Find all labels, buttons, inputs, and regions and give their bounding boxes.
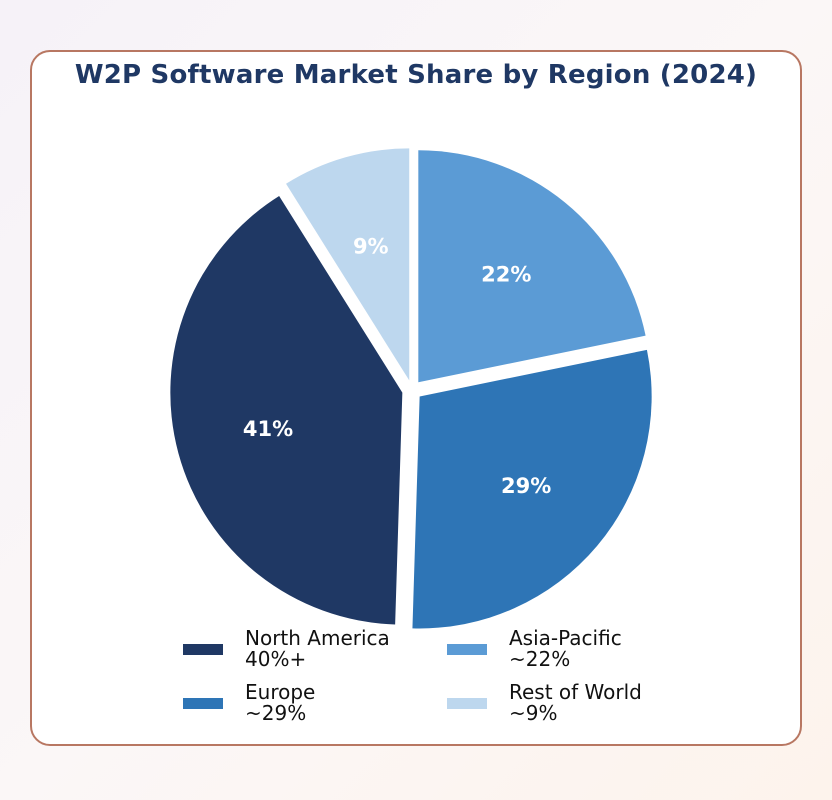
slice-data-label: 29% xyxy=(501,474,551,498)
legend-label: Rest of World xyxy=(509,680,642,704)
legend-label: North America xyxy=(245,626,390,650)
pie-slice-asia-pacific xyxy=(418,150,646,383)
legend-value: 40%+ xyxy=(245,647,307,671)
legend-item-europe: Europe ~29% xyxy=(183,682,315,724)
legend-swatch xyxy=(447,643,487,655)
slice-data-label: 41% xyxy=(243,417,293,441)
legend-swatch xyxy=(447,697,487,709)
legend-label: Asia-Pacific xyxy=(509,626,622,650)
chart-title: W2P Software Market Share by Region (202… xyxy=(74,60,758,90)
slice-data-label: 22% xyxy=(481,262,531,286)
legend-value: ~29% xyxy=(245,701,307,725)
legend-item-asia-pacific: Asia-Pacific ~22% xyxy=(447,628,622,670)
legend-swatch xyxy=(183,643,223,655)
legend-label: Europe xyxy=(245,680,316,704)
legend-item-rest-of-world: Rest of World ~9% xyxy=(447,682,642,724)
legend-value: ~22% xyxy=(509,647,571,671)
pie-slice-europe xyxy=(412,349,652,629)
pie-slice-rest-of-world xyxy=(286,148,410,381)
chart-card xyxy=(30,50,802,746)
slice-data-label: 9% xyxy=(353,235,389,259)
legend-item-north-america: North America 40%+ xyxy=(183,628,390,670)
pie-slice-north-america xyxy=(170,196,403,625)
legend-value: ~9% xyxy=(509,701,558,725)
legend-swatch xyxy=(183,697,223,709)
